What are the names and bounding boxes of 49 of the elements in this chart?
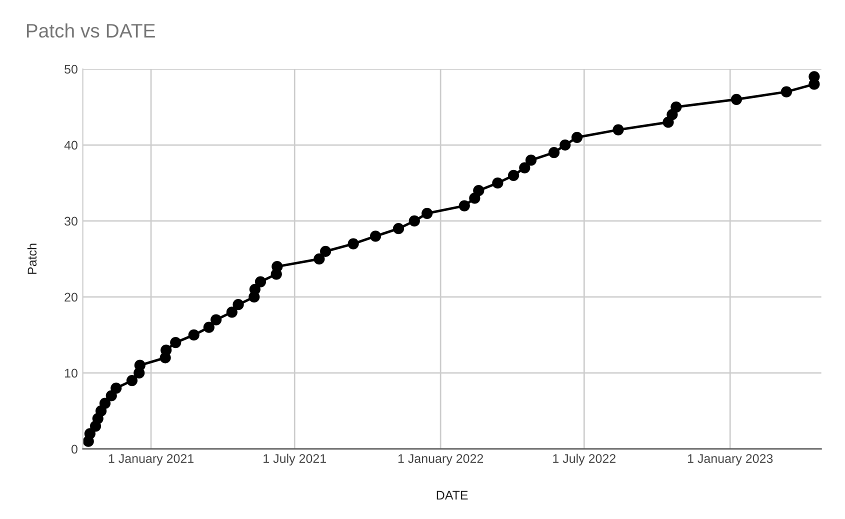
point xyxy=(99,398,111,409)
chart-title: Patch vs DATE xyxy=(26,23,155,38)
point xyxy=(254,276,266,288)
point xyxy=(170,337,182,348)
y-tick-label: 20 xyxy=(64,292,78,302)
point xyxy=(348,238,359,250)
point xyxy=(272,261,283,272)
y-tick-label: 40 xyxy=(64,140,78,150)
point xyxy=(314,253,325,265)
x-tick-label: 1 January 2023 xyxy=(688,454,773,466)
point xyxy=(134,360,146,371)
point xyxy=(612,124,624,136)
x-tick-label: 1 July 2021 xyxy=(264,454,326,466)
point xyxy=(560,139,571,151)
point xyxy=(571,132,583,143)
point xyxy=(210,314,222,326)
x-tick-label: 1 January 2021 xyxy=(108,454,194,466)
point xyxy=(84,428,96,440)
point xyxy=(408,215,420,227)
point xyxy=(232,299,244,310)
y-axis-title: Patch xyxy=(27,244,37,274)
point xyxy=(780,86,792,98)
point xyxy=(188,329,200,341)
point xyxy=(320,246,332,257)
x-tick-label: 1 July 2022 xyxy=(553,454,616,466)
point xyxy=(110,382,122,394)
point xyxy=(508,170,520,181)
point xyxy=(492,177,504,189)
y-tick-label: 30 xyxy=(64,216,78,226)
point xyxy=(730,94,742,105)
point xyxy=(249,284,261,295)
point xyxy=(203,322,214,333)
x-axis-title: DATE xyxy=(436,490,468,500)
point xyxy=(392,223,404,234)
point xyxy=(473,185,484,196)
point xyxy=(422,208,433,219)
x-tick-label: 1 January 2022 xyxy=(398,454,484,466)
point xyxy=(458,200,470,212)
point xyxy=(126,374,138,386)
point xyxy=(226,306,238,318)
y-tick-label: 10 xyxy=(65,368,78,378)
point xyxy=(519,162,530,174)
point xyxy=(670,101,682,113)
point xyxy=(548,147,560,158)
point xyxy=(525,154,537,166)
point xyxy=(160,344,172,356)
y-tick-label: 0 xyxy=(71,444,78,454)
point xyxy=(370,230,382,242)
y-tick-label: 50 xyxy=(64,64,78,74)
